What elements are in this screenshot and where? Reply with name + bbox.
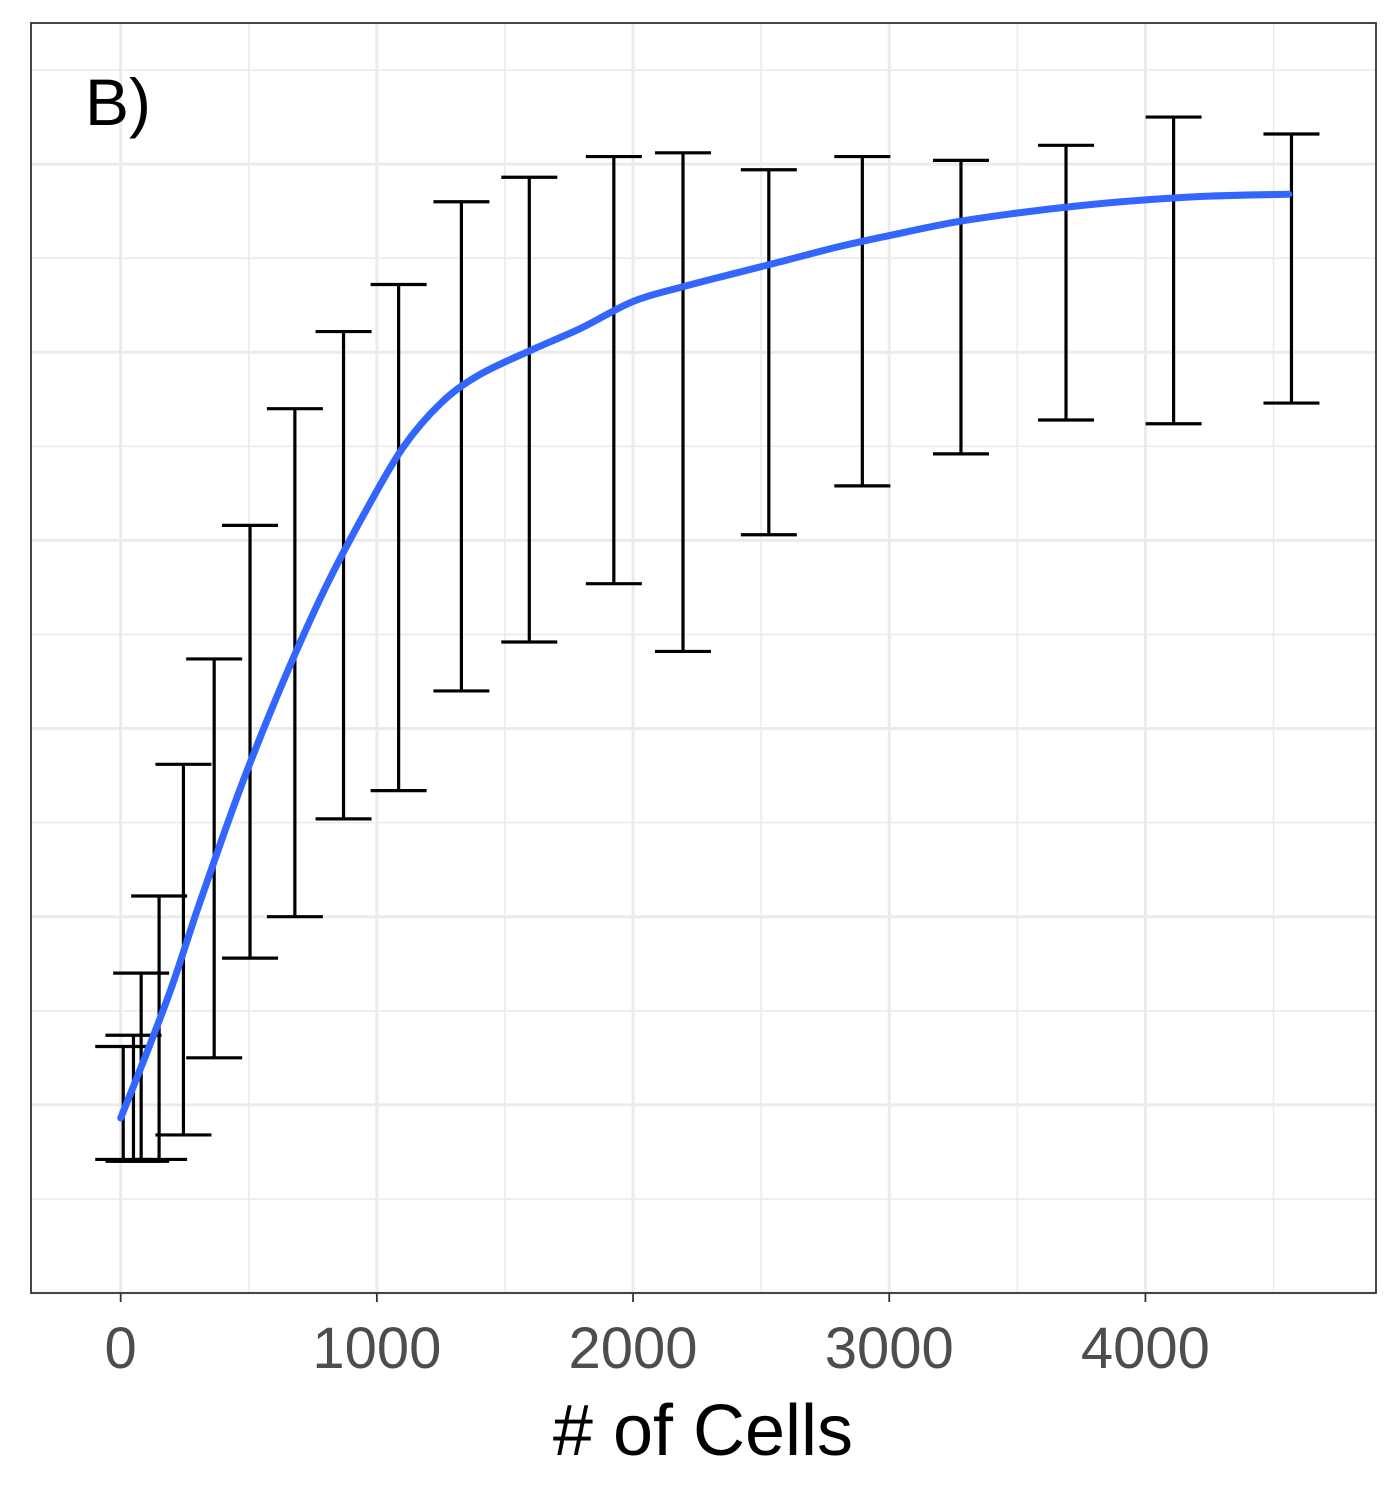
errorbar — [1145, 115, 1202, 426]
errorbar — [1263, 132, 1320, 405]
errorbar — [501, 175, 558, 644]
errorbar — [222, 523, 279, 960]
x-tick-label: 3000 — [825, 1316, 954, 1381]
errorbar — [370, 282, 427, 793]
x-tick-label: 4000 — [1081, 1316, 1210, 1381]
trend-line — [117, 190, 1293, 1122]
errorbar-series — [95, 115, 1320, 1163]
errorbar — [740, 168, 797, 537]
x-tick-label: 0 — [105, 1316, 137, 1381]
errorbar — [433, 200, 490, 693]
errorbar — [655, 151, 712, 654]
errorbar — [932, 158, 989, 456]
errorbar — [585, 154, 642, 586]
panel-tag: B) — [85, 65, 151, 139]
errorbar — [315, 329, 372, 821]
errorbar — [834, 154, 891, 488]
plot-panel — [31, 23, 1376, 1293]
panel-border — [30, 22, 1377, 1294]
x-tick-label: 1000 — [312, 1316, 441, 1381]
x-axis: 0 1000 2000 3000 4000 — [105, 1293, 1210, 1381]
errorbar — [1038, 143, 1095, 422]
x-tick-label: 2000 — [569, 1316, 698, 1381]
x-axis-title: # of Cells — [553, 1391, 853, 1471]
trend-series — [117, 190, 1293, 1122]
